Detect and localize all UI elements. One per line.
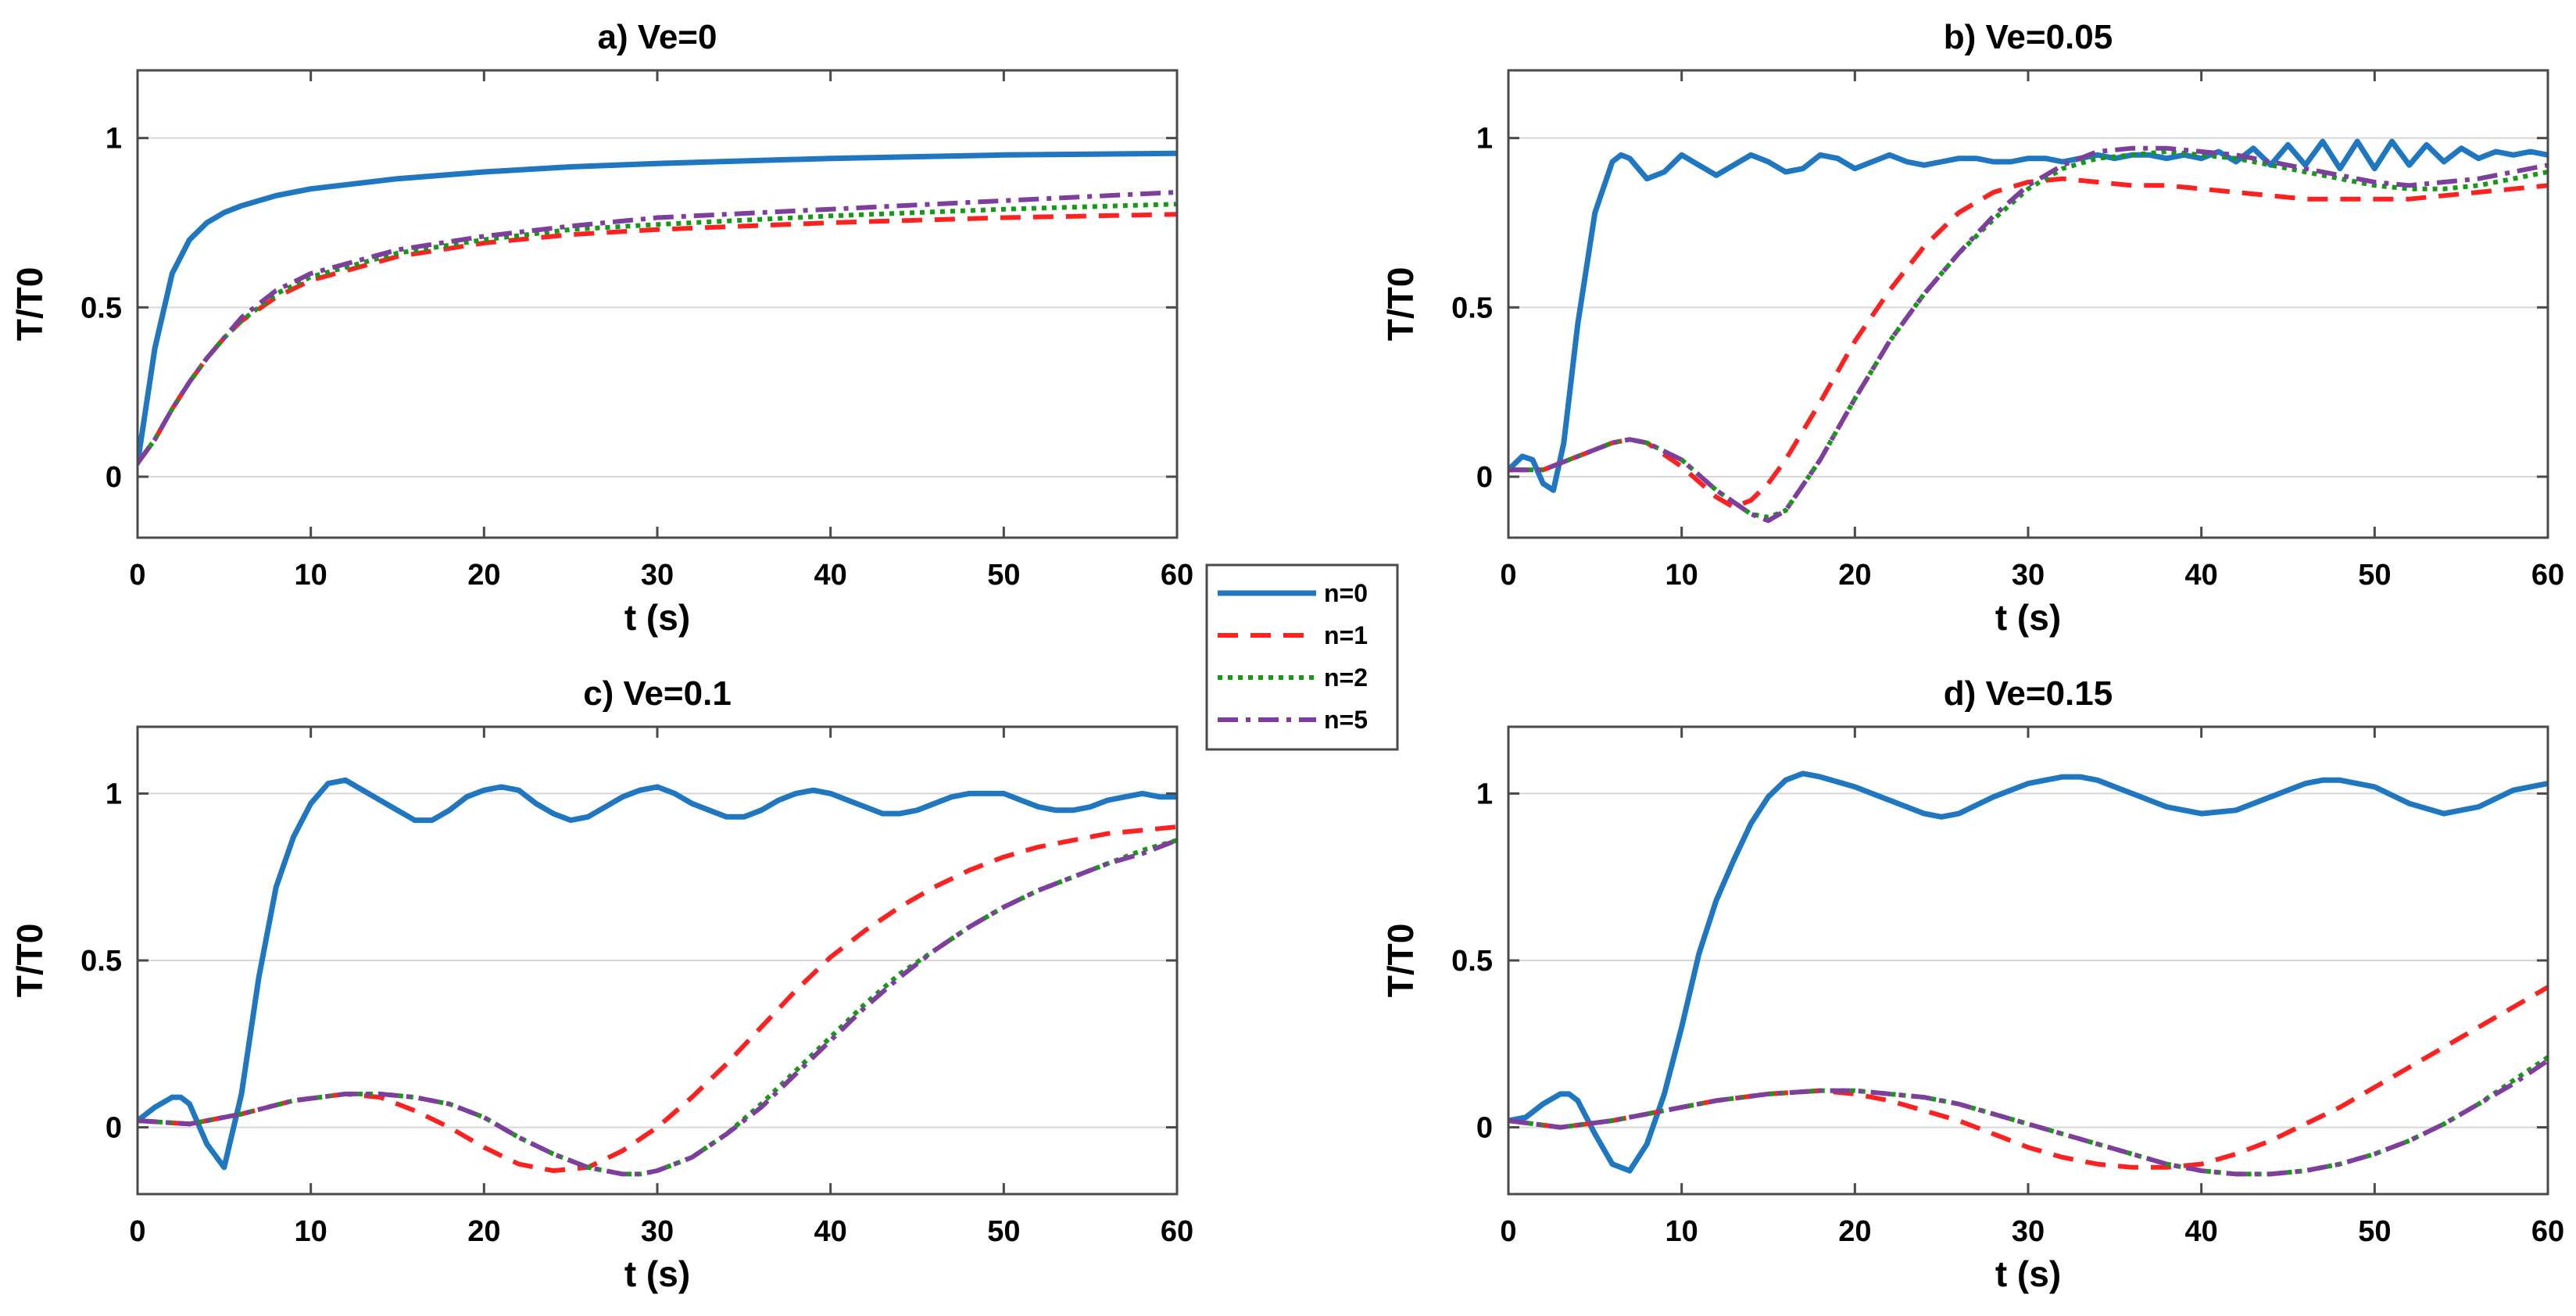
ytick-label-b-1: 0.5 [1451,291,1493,324]
series-line-c-n0 [138,777,1177,1171]
y-axis-label-d: T/T0 [1380,924,1421,998]
x-axis-label-d: t (s) [1995,1253,2061,1294]
series-line-d-n5 [1508,1058,2548,1177]
xtick-label-d-1: 10 [1665,1215,1698,1248]
xtick-label-c-5: 50 [987,1215,1020,1248]
series-line-c-n2 [138,838,1177,1177]
xtick-label-b-0: 0 [1500,559,1516,592]
series-line-b-n0 [1508,138,2548,493]
ytick-label-d-0: 0 [1476,1112,1493,1145]
xtick-label-c-1: 10 [295,1215,327,1248]
legend: n=0 n=1 n=2 n=5 [1205,563,1399,751]
ytick-label-c-2: 1 [106,778,122,810]
chart-title-c: c) Ve=0.1 [583,674,732,713]
ytick-label-d-1: 0.5 [1451,945,1493,978]
xtick-label-d-0: 0 [1500,1215,1516,1248]
legend-label-n1: n=1 [1324,621,1368,649]
series-line-c-n1 [138,824,1177,1174]
ytick-label-c-1: 0.5 [80,945,122,978]
xtick-label-a-2: 20 [467,559,500,592]
series-line-b-n2 [1508,149,2548,520]
x-axis-label-b: t (s) [1995,597,2061,638]
ytick-label-a-0: 0 [106,461,122,494]
y-axis-label-b: T/T0 [1380,267,1421,342]
ytick-label-c-0: 0 [106,1112,122,1145]
ytick-label-a-1: 0.5 [80,291,122,324]
series-line-a-n2 [138,202,1177,465]
series-line-a-n1 [138,212,1177,465]
series-line-d-n2 [1508,1055,2548,1177]
xtick-label-d-5: 50 [2358,1215,2391,1248]
xtick-label-c-0: 0 [129,1215,145,1248]
xtick-label-c-2: 20 [467,1215,500,1248]
series-line-b-n5 [1508,145,2548,524]
x-axis-label-c: t (s) [624,1253,690,1294]
series-line-a-n0 [138,150,1177,467]
panel-c: 0 10 20 30 40 50 60 0 0.5 1 c) Ve=0.1 t (s) T/T0 [9,674,1193,1294]
xtick-label-c-3: 30 [641,1215,674,1248]
ytick-label-a-2: 1 [106,123,122,156]
xtick-label-a-4: 40 [814,559,847,592]
series-line-a-n5 [138,190,1177,465]
ytick-label-b-0: 0 [1476,461,1493,494]
series-line-b-n1 [1508,176,2548,510]
panel-a: 0 10 20 30 40 50 60 0 0.5 1 a) Ve=0 t (s) T/T0 [9,18,1193,638]
xtick-label-b-5: 50 [2358,559,2391,592]
ytick-label-b-2: 1 [1476,123,1493,156]
x-axis-label-a: t (s) [624,597,690,638]
chart-title-d: d) Ve=0.15 [1944,674,2113,713]
chart-title-b: b) Ve=0.05 [1944,18,2113,56]
y-axis-label-c: T/T0 [9,924,50,998]
xtick-label-d-4: 40 [2185,1215,2218,1248]
xtick-label-b-2: 20 [1838,559,1871,592]
xtick-label-a-0: 0 [129,559,145,592]
xtick-label-d-2: 20 [1838,1215,1871,1248]
xtick-label-c-6: 60 [1161,1215,1193,1248]
series-group-a [138,150,1177,467]
series-group-b [1508,138,2548,524]
xtick-label-b-4: 40 [2185,559,2218,592]
legend-label-n5: n=5 [1324,706,1368,734]
panel-b: 0 10 20 30 40 50 60 0 0.5 1 b) Ve=0.05 t (s) T/T0 [1380,18,2564,638]
series-line-c-n5 [138,838,1177,1177]
xtick-label-d-6: 60 [2531,1215,2564,1248]
y-axis-label-a: T/T0 [9,267,50,342]
xtick-label-a-1: 10 [295,559,327,592]
xtick-label-a-3: 30 [641,559,674,592]
series-line-d-n0 [1508,771,2548,1174]
ytick-label-d-2: 1 [1476,778,1493,810]
chart-title-a: a) Ve=0 [598,18,717,56]
series-line-d-n1 [1508,985,2548,1170]
legend-label-n2: n=2 [1324,663,1368,692]
legend-label-n0: n=0 [1324,579,1368,607]
xtick-label-b-6: 60 [2531,559,2564,592]
xtick-label-b-3: 30 [2012,559,2045,592]
axes-frame-a [136,69,1179,539]
xtick-label-c-4: 40 [814,1215,847,1248]
xtick-label-b-1: 10 [1665,559,1698,592]
xtick-label-a-5: 50 [987,559,1020,592]
panel-d: 0 10 20 30 40 50 60 0 0.5 1 d) Ve=0.15 t (s) T/T0 [1380,674,2564,1294]
xtick-label-a-6: 60 [1161,559,1193,592]
series-group-d [1508,771,2548,1177]
xtick-label-d-3: 30 [2012,1215,2045,1248]
series-group-c [138,777,1177,1177]
